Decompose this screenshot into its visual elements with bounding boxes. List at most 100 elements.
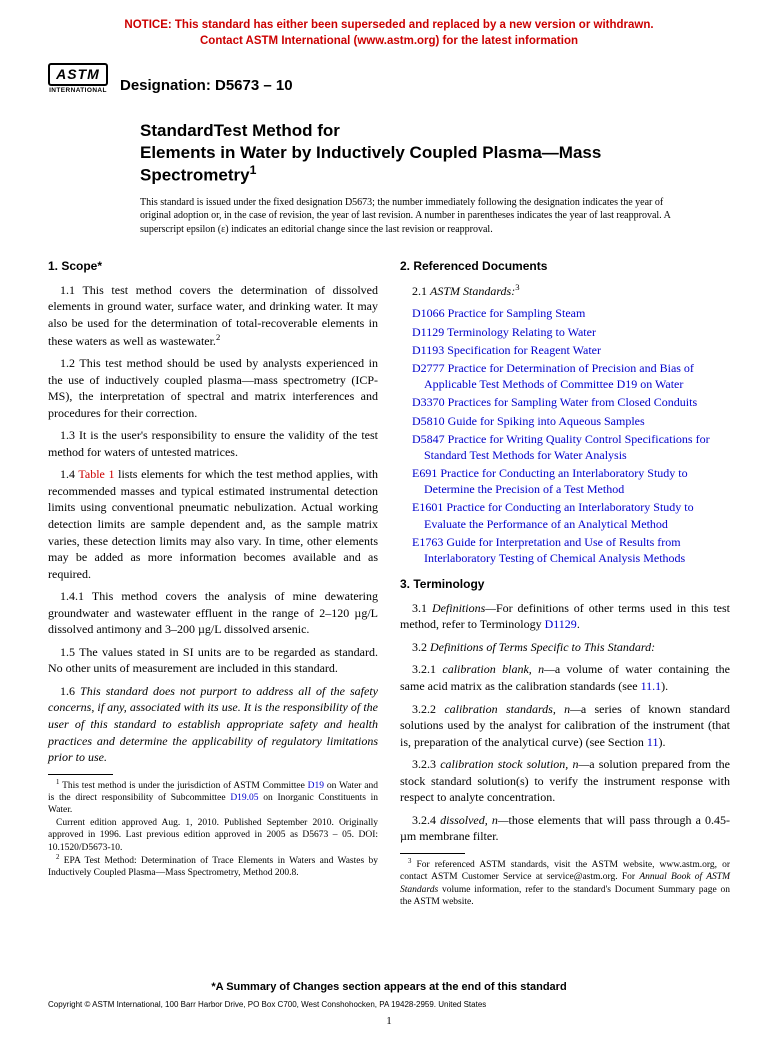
refs-sub: 2.1 ASTM Standards:3 — [400, 282, 730, 300]
footnote-rule-left — [48, 774, 113, 775]
ref-code[interactable]: D1066 — [412, 306, 445, 320]
term-head: 3. Terminology — [400, 576, 730, 593]
p32i: Definitions of Terms Specific to This St… — [430, 640, 655, 654]
para-1-4-1: 1.4.1 This method covers the analysis of… — [48, 588, 378, 638]
p31c: . — [577, 617, 580, 631]
ref-text[interactable]: Practice for Determination of Precision … — [424, 361, 694, 391]
p323i: calibration stock solution, n— — [440, 757, 589, 771]
footnote-rule-right — [400, 853, 465, 854]
copyright: Copyright © ASTM International, 100 Barr… — [48, 1000, 486, 1009]
p323pre: 3.2.3 — [412, 757, 440, 771]
p321i: calibration blank, n— — [442, 662, 554, 676]
ref-item: D3370 Practices for Sampling Water from … — [400, 394, 730, 410]
title-l1: StandardTest Method for — [140, 121, 340, 140]
para-3-2-4: 3.2.4 dissolved, n—those elements that w… — [400, 812, 730, 845]
link-d1905[interactable]: D19.05 — [230, 793, 258, 803]
p324pre: 3.2.4 — [412, 813, 440, 827]
ref-text[interactable]: Practice for Sampling Steam — [445, 306, 586, 320]
left-column: 1. Scope* 1.1 This test method covers th… — [48, 258, 378, 908]
ref-text[interactable]: Practice for Conducting an Interlaborato… — [424, 466, 688, 496]
p31pre: 3.1 — [412, 601, 432, 615]
footnote-2: 2 EPA Test Method: Determination of Trac… — [48, 854, 378, 880]
ref-code[interactable]: D2777 — [412, 361, 445, 375]
p11a: 1.1 This test method covers the determin… — [48, 283, 378, 348]
ref-item: E1763 Guide for Interpretation and Use o… — [400, 534, 730, 566]
ref-code[interactable]: D1193 — [412, 343, 444, 357]
para-3-2-1: 3.2.1 calibration blank, n—a volume of w… — [400, 661, 730, 694]
para-1-1: 1.1 This test method covers the determin… — [48, 282, 378, 349]
p31i: Definitions— — [432, 601, 496, 615]
p32pre: 3.2 — [412, 640, 430, 654]
para-1-4: 1.4 Table 1 lists elements for which the… — [48, 466, 378, 582]
p322i: calibration standards, n— — [444, 702, 581, 716]
footer-summary: *A Summary of Changes section appears at… — [0, 981, 778, 993]
ref-text[interactable]: Practices for Sampling Water from Closed… — [445, 395, 697, 409]
sup2: 2 — [216, 332, 220, 342]
p14b: lists elements for which the test method… — [48, 467, 378, 580]
title-l3: Spectrometry — [140, 166, 250, 185]
refs-sub-ital: ASTM Standards: — [430, 284, 515, 298]
issuance-note: This standard is issued under the fixed … — [140, 196, 730, 237]
refs-sub-pre: 2.1 — [412, 284, 430, 298]
page-number: 1 — [0, 1015, 778, 1027]
para-1-3: 1.3 It is the user's responsibility to e… — [48, 427, 378, 460]
notice-banner: NOTICE: This standard has either been su… — [48, 18, 730, 49]
ref-code[interactable]: D5847 — [412, 432, 445, 446]
designation: Designation: D5673 – 10 — [120, 63, 293, 94]
ref-item: D1193 Specification for Reagent Water — [400, 342, 730, 358]
logo-bot: INTERNATIONAL — [48, 87, 108, 94]
ref-code[interactable]: D5810 — [412, 414, 445, 428]
ref-text[interactable]: Practice for Writing Quality Control Spe… — [424, 432, 710, 462]
ref-code[interactable]: E691 — [412, 466, 437, 480]
ref-text[interactable]: Guide for Interpretation and Use of Resu… — [424, 535, 685, 565]
table1-link[interactable]: Table 1 — [78, 467, 114, 481]
para-3-2-2: 3.2.2 calibration standards, n—a series … — [400, 701, 730, 751]
p321c: ). — [661, 679, 668, 693]
ref-code[interactable]: D1129 — [412, 325, 444, 339]
f3b: volume information, refer to the standar… — [400, 885, 730, 907]
logo-mid: ASTM — [48, 63, 108, 86]
para-1-2: 1.2 This test method should be used by a… — [48, 355, 378, 421]
link-d19[interactable]: D19 — [308, 781, 324, 791]
footnote-1b: Current edition approved Aug. 1, 2010. P… — [48, 817, 378, 854]
p322pre: 3.2.2 — [412, 702, 444, 716]
astm-logo: ASTM INTERNATIONAL — [48, 63, 108, 94]
notice-line1: NOTICE: This standard has either been su… — [124, 19, 653, 31]
ref-code[interactable]: D3370 — [412, 395, 445, 409]
ref-item: D1066 Practice for Sampling Steam — [400, 305, 730, 321]
title: StandardTest Method for Elements in Wate… — [140, 120, 730, 185]
d1129-link[interactable]: D1129 — [545, 617, 577, 631]
footnote-3: 3 For referenced ASTM standards, visit t… — [400, 858, 730, 909]
para-1-6: 1.6 This standard does not purport to ad… — [48, 683, 378, 766]
header: ASTM INTERNATIONAL Designation: D5673 – … — [48, 63, 730, 94]
link-11[interactable]: 11 — [647, 735, 659, 749]
ref-code[interactable]: E1601 — [412, 500, 443, 514]
f2t: EPA Test Method: Determination of Trace … — [48, 856, 378, 878]
footnote-1: 1 This test method is under the jurisdic… — [48, 779, 378, 817]
link-11-1[interactable]: 11.1 — [641, 679, 662, 693]
ref-item: D5847 Practice for Writing Quality Contr… — [400, 431, 730, 463]
ref-item: E691 Practice for Conducting an Interlab… — [400, 465, 730, 497]
title-l2: Elements in Water by Inductively Coupled… — [140, 143, 601, 162]
ref-text[interactable]: Terminology Relating to Water — [444, 325, 596, 339]
sup3: 3 — [515, 282, 519, 292]
ref-item: D1129 Terminology Relating to Water — [400, 324, 730, 340]
ref-text[interactable]: Guide for Spiking into Aqueous Samples — [445, 414, 645, 428]
p324i: dissolved, n— — [440, 813, 508, 827]
p321pre: 3.2.1 — [412, 662, 442, 676]
ref-code[interactable]: E1763 — [412, 535, 443, 549]
para-3-1: 3.1 Definitions—For definitions of other… — [400, 600, 730, 633]
para-3-2-3: 3.2.3 calibration stock solution, n—a so… — [400, 756, 730, 806]
ref-text[interactable]: Practice for Conducting an Interlaborato… — [424, 500, 694, 530]
f1a: This test method is under the jurisdicti… — [59, 781, 307, 791]
ref-item: D2777 Practice for Determination of Prec… — [400, 360, 730, 392]
scope-head: 1. Scope* — [48, 258, 378, 275]
ref-text[interactable]: Specification for Reagent Water — [444, 343, 601, 357]
right-column: 2. Referenced Documents 2.1 ASTM Standar… — [400, 258, 730, 908]
body-columns: 1. Scope* 1.1 This test method covers th… — [48, 258, 730, 908]
notice-line2: Contact ASTM International (www.astm.org… — [200, 35, 578, 47]
p16-text: This standard does not purport to addres… — [48, 684, 378, 764]
ref-item: D5810 Guide for Spiking into Aqueous Sam… — [400, 413, 730, 429]
refs-head: 2. Referenced Documents — [400, 258, 730, 275]
title-sup: 1 — [250, 163, 257, 177]
